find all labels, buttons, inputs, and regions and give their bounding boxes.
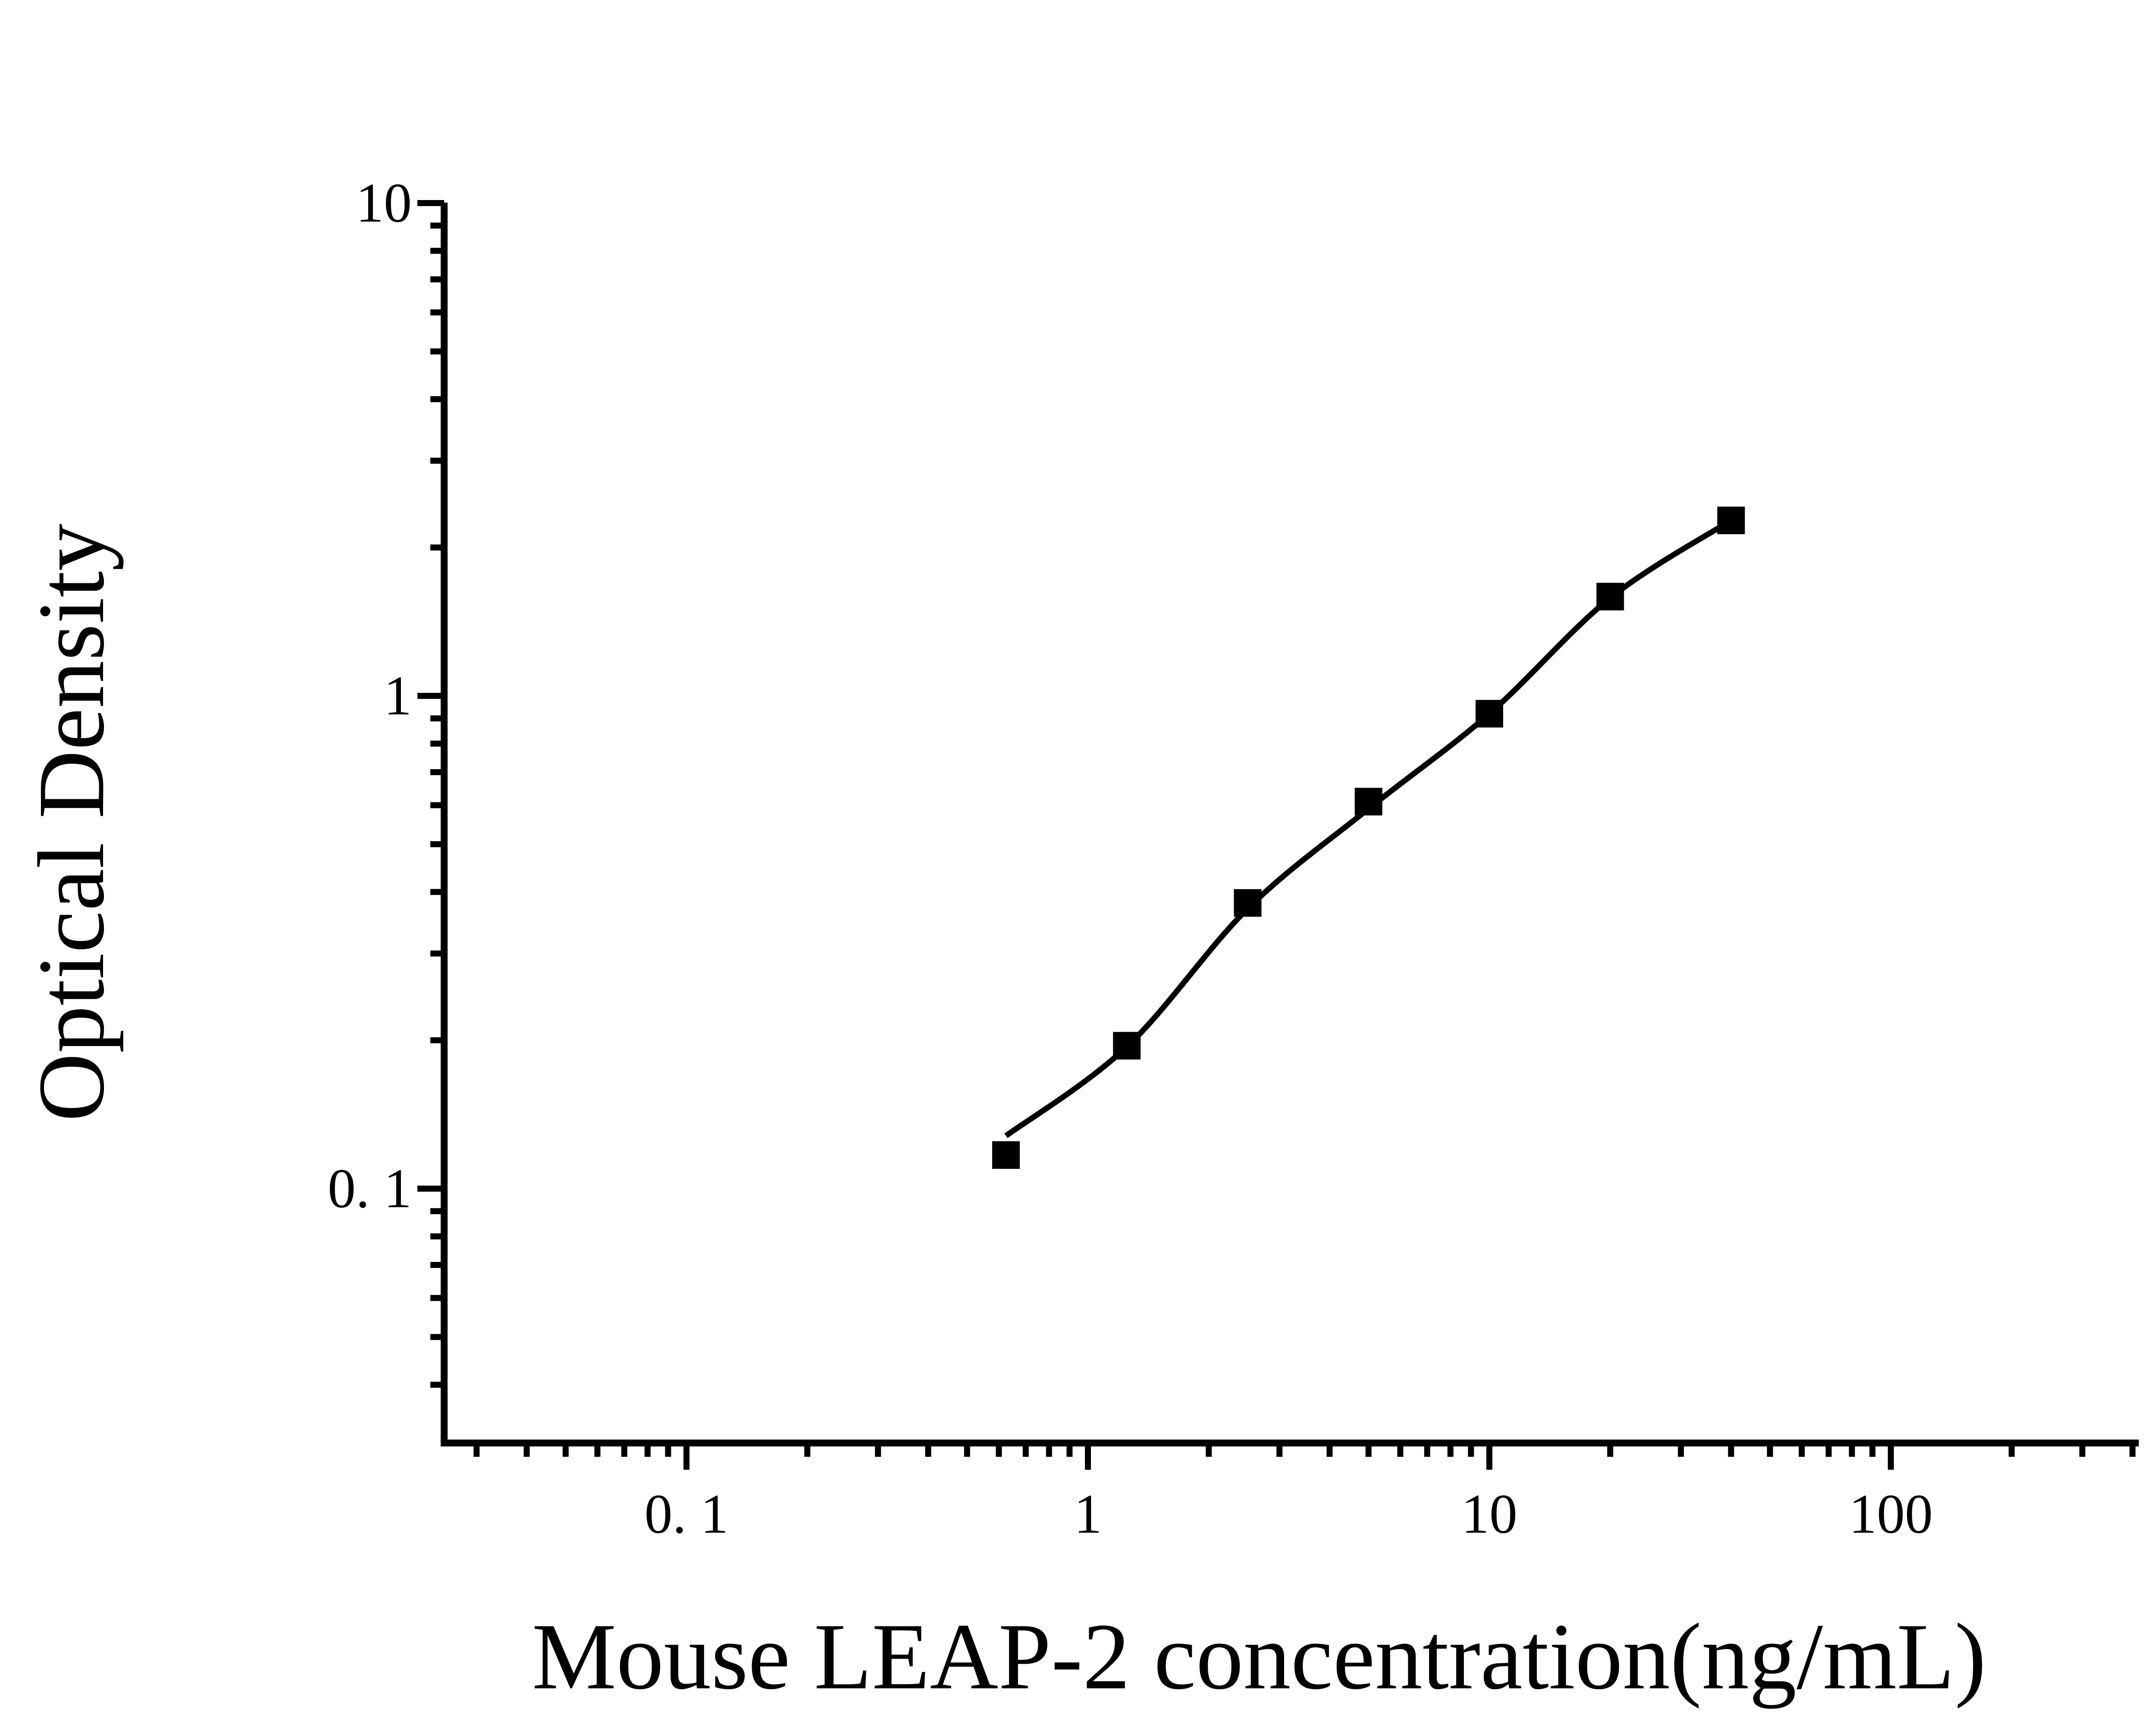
- x-axis-title: Mouse LEAP-2 concentration(ng/mL): [532, 1604, 1987, 1709]
- x-tick-label: 100: [1849, 1483, 1933, 1545]
- y-tick-label: 1: [384, 665, 412, 727]
- axis-lines: [441, 203, 2139, 1446]
- data-point-marker: [1596, 582, 1624, 610]
- data-point-marker: [1717, 507, 1745, 535]
- x-tick-label: 10: [1461, 1483, 1517, 1545]
- data-point-marker: [1354, 788, 1382, 816]
- x-tick-label: 1: [1074, 1483, 1102, 1545]
- y-tick-label: 0. 1: [328, 1158, 412, 1220]
- y-axis-title: Optical Density: [19, 523, 124, 1122]
- x-tick-label: 0. 1: [644, 1483, 729, 1545]
- data-point-marker: [1113, 1032, 1141, 1060]
- data-point-marker: [1476, 700, 1503, 728]
- data-point-marker: [992, 1141, 1020, 1169]
- data-point-marker: [1234, 889, 1262, 917]
- y-tick-label: 10: [356, 172, 412, 234]
